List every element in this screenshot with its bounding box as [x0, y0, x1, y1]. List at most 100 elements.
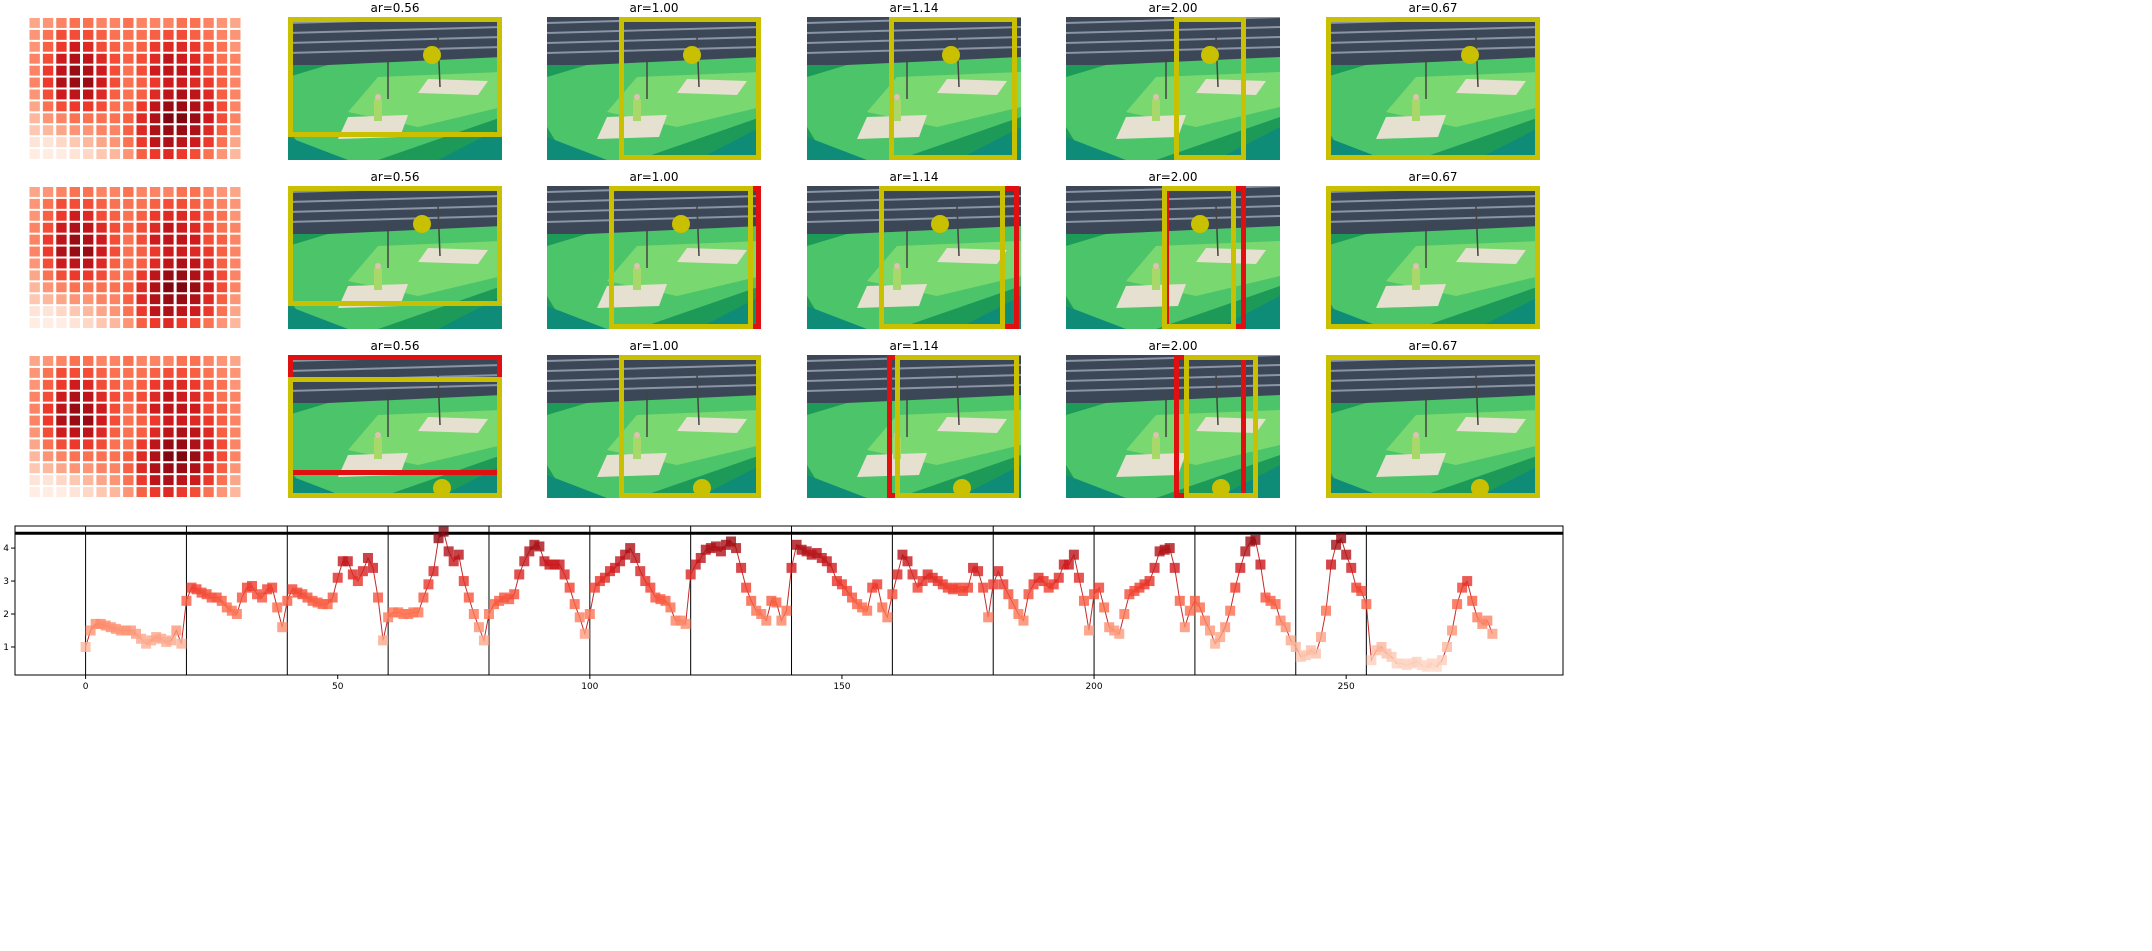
- point: [398, 609, 409, 620]
- heat-cell: [96, 415, 107, 426]
- heat-cell: [29, 89, 40, 100]
- point: [1431, 661, 1442, 672]
- heat-cell: [230, 101, 241, 112]
- heat-cell: [230, 113, 241, 124]
- marker-dot: [693, 479, 711, 497]
- point: [499, 592, 510, 603]
- point: [554, 559, 565, 570]
- photo: [1326, 17, 1540, 160]
- heat-cell: [136, 113, 147, 124]
- point: [1043, 582, 1054, 593]
- heat-cell: [29, 306, 40, 317]
- heat-cell: [149, 198, 161, 209]
- heat-cell: [163, 318, 174, 328]
- heat-cell: [83, 415, 94, 426]
- heat-cell: [230, 29, 241, 40]
- marker-dot: [953, 479, 971, 497]
- heat-cell: [56, 415, 67, 426]
- heat-cell: [149, 356, 161, 366]
- heat-cell: [203, 137, 214, 148]
- heat-cell: [29, 246, 40, 257]
- point: [574, 612, 585, 623]
- heat-cell: [136, 391, 147, 402]
- point: [509, 589, 520, 600]
- heat-cell: [109, 29, 121, 40]
- heat-cell: [190, 222, 201, 233]
- photo: [1066, 186, 1280, 329]
- heat-cell: [136, 125, 147, 136]
- heat-cell: [176, 65, 187, 76]
- heat-cell: [216, 149, 228, 159]
- point: [932, 576, 943, 587]
- heat-cell: [83, 53, 94, 64]
- heat-cell: [56, 210, 67, 221]
- heat-cell: [136, 53, 147, 64]
- point: [589, 582, 600, 593]
- heat-cell: [42, 41, 54, 52]
- heat-cell: [69, 427, 80, 438]
- point: [1169, 562, 1180, 573]
- heat-cell: [83, 379, 94, 390]
- heat-cell: [29, 137, 40, 148]
- heat-cell: [163, 451, 174, 462]
- point: [1215, 632, 1226, 643]
- heat-cell: [83, 77, 94, 88]
- point: [700, 544, 711, 555]
- heat-cell: [96, 101, 107, 112]
- photo: [1326, 186, 1540, 329]
- point: [1442, 641, 1453, 652]
- heat-cell: [42, 403, 54, 414]
- heat-cell: [29, 439, 40, 450]
- panel-title: ar=0.56: [370, 339, 419, 353]
- heat-cell: [29, 367, 40, 378]
- x-tick-label: 100: [581, 682, 598, 692]
- point: [1305, 645, 1316, 656]
- photo: [807, 186, 1021, 329]
- point: [882, 612, 893, 623]
- heat-cell: [149, 439, 161, 450]
- point: [892, 569, 903, 580]
- point: [549, 559, 560, 570]
- heat-cell: [109, 187, 121, 197]
- point: [100, 620, 111, 631]
- heat-cell: [109, 18, 121, 28]
- point: [620, 549, 631, 560]
- point: [136, 633, 147, 644]
- heat-cell: [163, 18, 174, 28]
- photo: [1066, 355, 1280, 498]
- point: [731, 543, 742, 554]
- point: [1275, 615, 1286, 626]
- heat-cell: [56, 439, 67, 450]
- heat-cell: [190, 41, 201, 52]
- heat-cell: [83, 270, 94, 281]
- point: [1184, 605, 1195, 616]
- point: [1260, 592, 1271, 603]
- point: [1068, 549, 1079, 560]
- heat-cell: [203, 451, 214, 462]
- heat-cell: [203, 356, 214, 366]
- heat-cell: [230, 210, 241, 221]
- heat-cell: [149, 282, 161, 293]
- heat-cell: [163, 222, 174, 233]
- heat-cell: [56, 318, 67, 328]
- heat-cell: [109, 270, 121, 281]
- heat-cell: [109, 487, 121, 497]
- heat-cell: [203, 41, 214, 52]
- point: [161, 637, 172, 648]
- heat-cell: [69, 282, 80, 293]
- heat-cell: [163, 65, 174, 76]
- heat-cell: [136, 367, 147, 378]
- heat-cell: [149, 89, 161, 100]
- crop-box: [1326, 17, 1540, 160]
- heat-cell: [136, 294, 147, 305]
- crop-box: [895, 355, 1019, 498]
- heat-cell: [69, 379, 80, 390]
- point: [191, 584, 202, 595]
- point: [1139, 579, 1150, 590]
- heat-cell: [56, 367, 67, 378]
- heat-cell: [190, 391, 201, 402]
- heat-cell: [96, 379, 107, 390]
- heat-cell: [216, 475, 228, 486]
- point: [1326, 559, 1337, 570]
